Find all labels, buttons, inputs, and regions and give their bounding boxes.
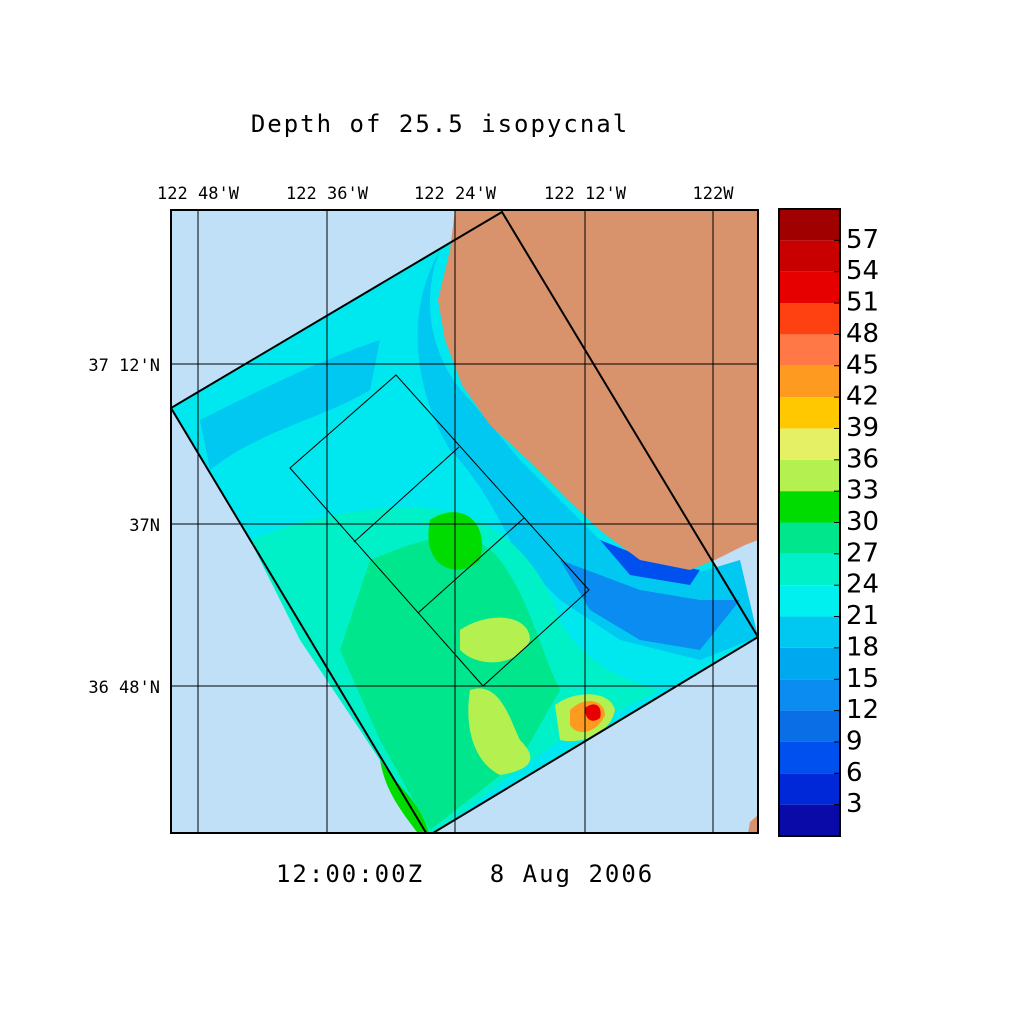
- lon-label: 122 24'W: [414, 184, 497, 204]
- colorbar-swatch: [779, 240, 840, 272]
- colorbar-label: 39: [846, 413, 879, 443]
- colorbar-swatch: [779, 334, 840, 366]
- colorbar-label: 36: [846, 444, 879, 474]
- colorbar-swatch: [779, 428, 840, 460]
- date-label: 8 Aug 2006: [490, 860, 655, 888]
- lon-label: 122 48'W: [157, 184, 240, 204]
- colorbar-label: 48: [846, 319, 879, 349]
- colorbar-swatch: [779, 365, 840, 398]
- colorbar-label: 12: [846, 695, 879, 725]
- colorbar-label: 3: [846, 789, 863, 819]
- colorbar-label: 30: [846, 507, 879, 537]
- colorbar-swatch: [779, 773, 840, 805]
- lat-label: 37 12'N: [88, 356, 160, 376]
- colorbar-label: 15: [846, 664, 879, 694]
- colorbar-swatch: [779, 679, 840, 711]
- field-patches: [200, 250, 758, 833]
- colorbar-swatch: [779, 303, 840, 335]
- land: [748, 815, 758, 833]
- lat-label: 36 48'N: [88, 678, 160, 698]
- colorbar-swatch: [779, 459, 840, 492]
- colorbar-label: 9: [846, 726, 863, 756]
- map-area: [171, 210, 758, 833]
- colorbar-label: 6: [846, 758, 863, 788]
- lon-label: 122W: [693, 184, 735, 204]
- time-label: 12:00:00Z: [276, 860, 424, 888]
- graticule: [171, 210, 758, 833]
- colorbar-label: 54: [846, 256, 879, 286]
- colorbar-label: 21: [846, 601, 879, 631]
- lat-label: 37N: [129, 516, 160, 536]
- land: [438, 210, 758, 570]
- colorbar-label: 45: [846, 350, 879, 380]
- colorbar-swatch: [779, 710, 840, 742]
- colorbar-swatch: [779, 271, 840, 304]
- colorbar-swatch: [779, 209, 840, 241]
- colorbar-swatch: [779, 522, 840, 554]
- colorbar-label: 42: [846, 382, 879, 412]
- colorbar-swatch: [779, 616, 840, 648]
- colorbar-swatch: [779, 553, 840, 586]
- colorbar-swatch: [779, 741, 840, 774]
- subdomain-boxes: [289, 374, 590, 687]
- domain-outline: [171, 210, 758, 833]
- colorbar-label: 27: [846, 538, 879, 568]
- colorbar-label: 33: [846, 476, 879, 506]
- colorbar-label: 24: [846, 570, 879, 600]
- colorbar-swatch: [779, 647, 840, 680]
- colorbar-label: 57: [846, 225, 879, 255]
- colorbar-label: 18: [846, 632, 879, 662]
- map-frame: [170, 209, 759, 834]
- map-title: Depth of 25.5 isopycnal: [251, 110, 629, 138]
- colorbar-swatch: [779, 491, 840, 523]
- colorbar-swatch: [779, 397, 840, 429]
- colorbar-label: 51: [846, 288, 879, 318]
- lon-label: 122 36'W: [286, 184, 369, 204]
- colorbar-swatch: [779, 585, 840, 617]
- lon-label: 122 12'W: [544, 184, 627, 204]
- colorbar-swatch: [779, 804, 840, 836]
